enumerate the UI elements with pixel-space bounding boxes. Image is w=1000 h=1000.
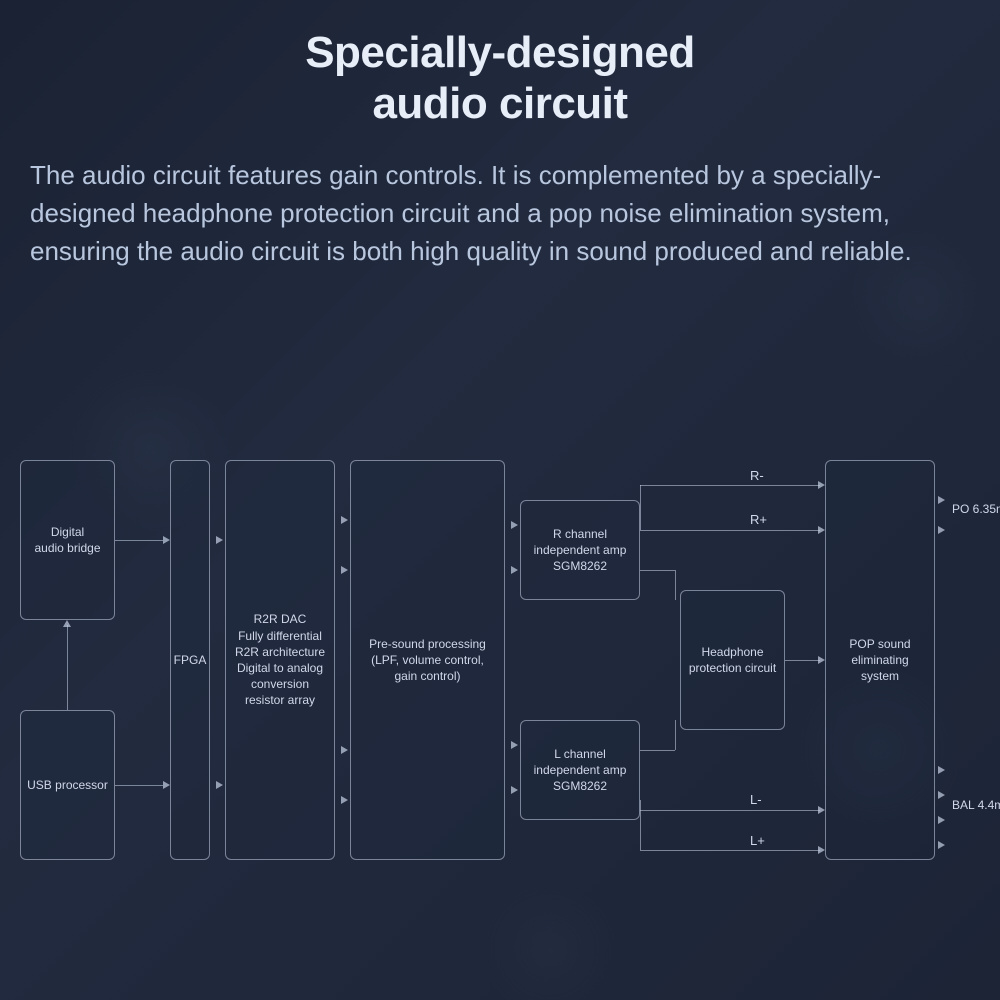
arrow-right-icon	[938, 816, 945, 824]
edge-ramp-hp-v	[675, 570, 676, 600]
label-po-output: PO 6.35mm	[952, 502, 1000, 516]
node-digital-bridge: Digitalaudio bridge	[20, 460, 115, 620]
edge-ramp-hp-h	[640, 570, 675, 571]
edge-r-minus-v	[640, 485, 641, 530]
label-r-minus: R-	[750, 468, 764, 483]
arrow-right-icon	[163, 536, 170, 544]
arrow-right-icon	[341, 796, 348, 804]
arrow-right-icon	[511, 786, 518, 794]
node-usb-processor: USB processor	[20, 710, 115, 860]
audio-circuit-diagram: Digitalaudio bridge USB processor FPGA R…	[20, 440, 980, 880]
page-title: Specially-designed audio circuit	[0, 0, 1000, 129]
arrow-up-icon	[63, 620, 71, 627]
arrow-right-icon	[511, 566, 518, 574]
arrow-right-icon	[938, 766, 945, 774]
edge-lamp-hp-h	[640, 750, 675, 751]
arrow-right-icon	[938, 791, 945, 799]
description-text: The audio circuit features gain controls…	[0, 129, 1000, 270]
arrow-right-icon	[341, 566, 348, 574]
arrow-right-icon	[818, 656, 825, 664]
edge-hp-to-pop	[785, 660, 820, 661]
arrow-right-icon	[938, 841, 945, 849]
arrow-right-icon	[938, 526, 945, 534]
label-l-plus: L+	[750, 833, 765, 848]
edge-l-plus	[640, 850, 820, 851]
edge-r-plus	[640, 530, 820, 531]
edge-r-minus	[640, 485, 820, 486]
node-presound: Pre-sound processing(LPF, volume control…	[350, 460, 505, 860]
arrow-right-icon	[216, 536, 223, 544]
label-r-plus: R+	[750, 512, 767, 527]
title-line-1: Specially-designed	[305, 28, 695, 77]
title-line-2: audio circuit	[372, 79, 627, 128]
edge-lamp-hp-v	[675, 720, 676, 750]
arrow-right-icon	[216, 781, 223, 789]
node-r-channel-amp: R channelindependent ampSGM8262	[520, 500, 640, 600]
label-l-minus: L-	[750, 792, 762, 807]
edge-bridge-to-fpga	[115, 540, 163, 541]
arrow-right-icon	[938, 496, 945, 504]
arrow-right-icon	[163, 781, 170, 789]
arrow-right-icon	[511, 741, 518, 749]
edge-l-plus-v	[640, 800, 641, 850]
arrow-right-icon	[818, 846, 825, 854]
arrow-right-icon	[511, 521, 518, 529]
node-r2r-dac: R2R DACFully differentialR2R architectur…	[225, 460, 335, 860]
label-bal-output: BAL 4.4mm	[952, 798, 1000, 812]
arrow-right-icon	[818, 481, 825, 489]
node-pop-eliminating: POP soundeliminatingsystem	[825, 460, 935, 860]
arrow-right-icon	[818, 526, 825, 534]
arrow-right-icon	[341, 516, 348, 524]
edge-usb-to-fpga	[115, 785, 163, 786]
node-l-channel-amp: L channelindependent ampSGM8262	[520, 720, 640, 820]
arrow-right-icon	[818, 806, 825, 814]
arrow-right-icon	[341, 746, 348, 754]
node-fpga: FPGA	[170, 460, 210, 860]
edge-usb-to-bridge	[67, 625, 68, 710]
node-headphone-protection: Headphoneprotection circuit	[680, 590, 785, 730]
edge-l-minus	[640, 810, 820, 811]
